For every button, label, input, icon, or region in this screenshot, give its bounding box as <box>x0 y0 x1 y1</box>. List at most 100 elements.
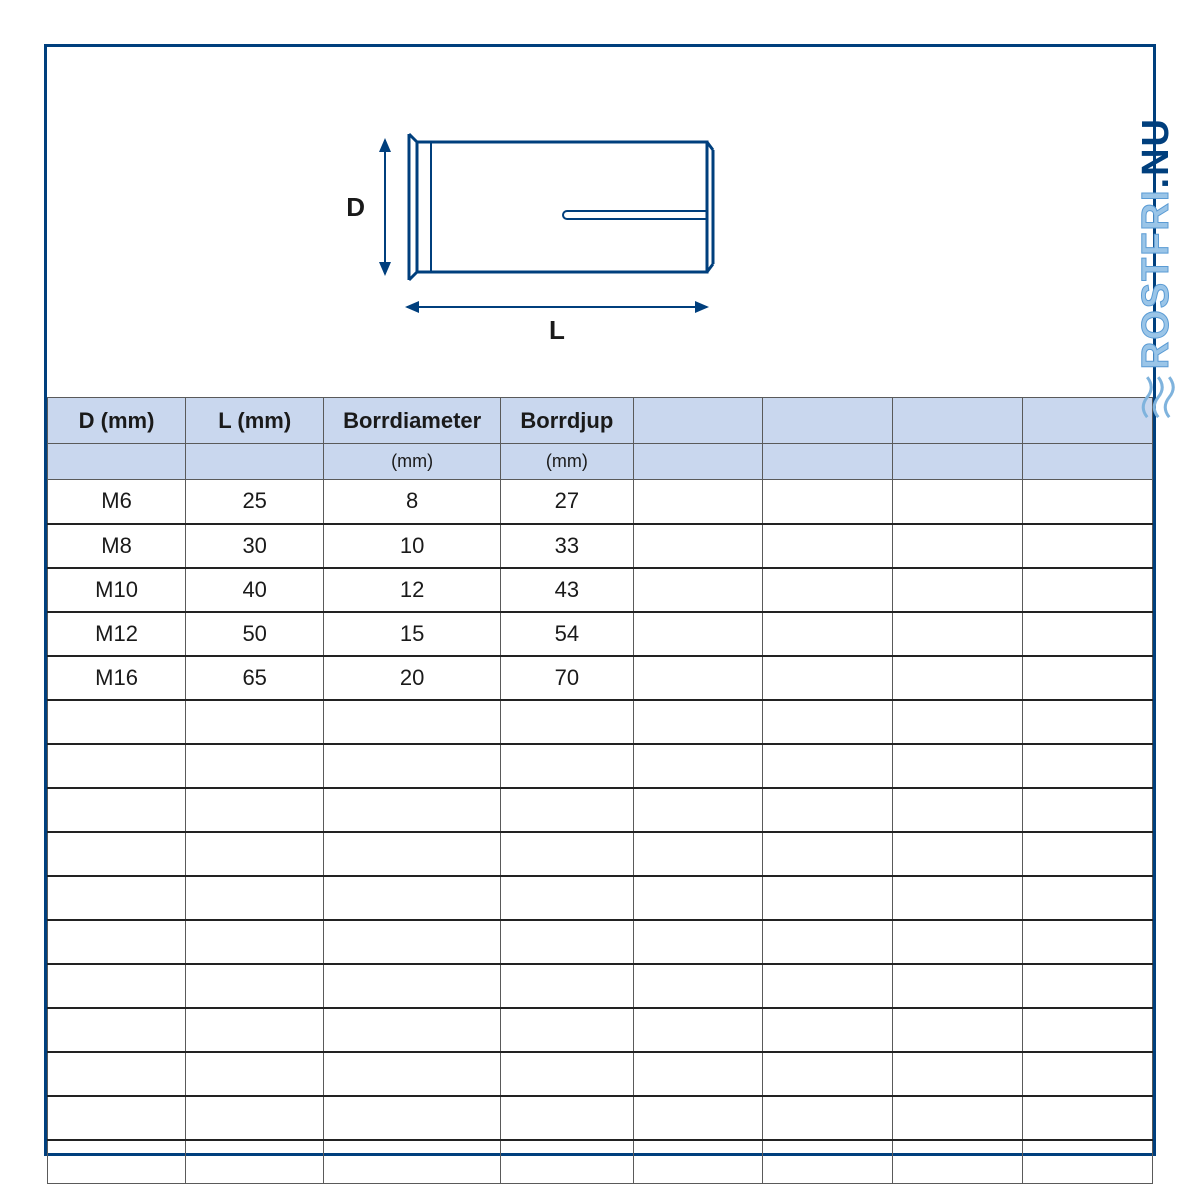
table-cell <box>501 700 634 744</box>
table-cell <box>763 1052 893 1096</box>
table-cell <box>324 1008 501 1052</box>
table-cell <box>1023 1052 1153 1096</box>
table-cell <box>763 920 893 964</box>
table-cell <box>893 920 1023 964</box>
table-cell <box>893 832 1023 876</box>
table-cell <box>1023 444 1153 480</box>
logo-text-main: ROSTFRI <box>1135 188 1177 369</box>
table-cell: M12 <box>48 612 186 656</box>
table-unit-row: (mm)(mm) <box>48 444 1153 480</box>
table-cell <box>763 964 893 1008</box>
table-cell: 12 <box>324 568 501 612</box>
table-cell <box>763 744 893 788</box>
diagram-area: DL ROSTFRI.NU <box>47 47 1153 397</box>
brand-logo: ROSTFRI.NU <box>1135 117 1178 419</box>
table-cell <box>186 444 324 480</box>
table-cell <box>633 1096 763 1140</box>
table-cell: 40 <box>186 568 324 612</box>
table-cell <box>763 876 893 920</box>
table-cell <box>633 1008 763 1052</box>
table-cell <box>633 656 763 700</box>
table-cell <box>893 1052 1023 1096</box>
table-cell <box>893 656 1023 700</box>
table-cell <box>48 1096 186 1140</box>
table-cell <box>633 444 763 480</box>
table-cell <box>1023 568 1153 612</box>
table-cell: M16 <box>48 656 186 700</box>
table-cell <box>633 700 763 744</box>
table-cell <box>763 480 893 524</box>
table-cell <box>893 876 1023 920</box>
table-cell <box>763 524 893 568</box>
table-cell <box>633 524 763 568</box>
table-cell <box>893 788 1023 832</box>
table-cell: 8 <box>324 480 501 524</box>
table-row <box>48 700 1153 744</box>
table-header-cell <box>893 398 1023 444</box>
table-cell <box>186 876 324 920</box>
table-cell <box>763 612 893 656</box>
table-cell: 43 <box>501 568 634 612</box>
table-cell <box>324 744 501 788</box>
table-cell <box>1023 1008 1153 1052</box>
table-cell <box>324 832 501 876</box>
table-cell <box>1023 656 1153 700</box>
table-cell <box>324 1052 501 1096</box>
table-row <box>48 920 1153 964</box>
table-cell: 65 <box>186 656 324 700</box>
table-row: M10401243 <box>48 568 1153 612</box>
table-cell <box>893 964 1023 1008</box>
table-cell <box>763 700 893 744</box>
table-row <box>48 1096 1153 1140</box>
table-cell <box>48 700 186 744</box>
table-cell: 10 <box>324 524 501 568</box>
table-row <box>48 832 1153 876</box>
table-cell <box>633 612 763 656</box>
table-cell <box>633 964 763 1008</box>
table-cell <box>893 444 1023 480</box>
table-cell <box>633 920 763 964</box>
table-cell <box>763 1096 893 1140</box>
table-cell <box>1023 788 1153 832</box>
table-cell <box>48 920 186 964</box>
table-cell: 33 <box>501 524 634 568</box>
table-cell <box>501 1052 634 1096</box>
table-cell <box>324 1140 501 1184</box>
table-cell <box>633 1140 763 1184</box>
table-row <box>48 1052 1153 1096</box>
logo-text-ext: .NU <box>1135 117 1177 188</box>
table-header-cell <box>763 398 893 444</box>
table-cell <box>1023 876 1153 920</box>
table-cell <box>763 788 893 832</box>
table-cell: 50 <box>186 612 324 656</box>
table-header-cell <box>1023 398 1153 444</box>
table-cell: (mm) <box>324 444 501 480</box>
table-cell <box>763 568 893 612</box>
table-cell: M8 <box>48 524 186 568</box>
svg-text:D: D <box>346 192 365 222</box>
table-cell <box>1023 744 1153 788</box>
table-cell <box>1023 700 1153 744</box>
table-row: M16652070 <box>48 656 1153 700</box>
table-row <box>48 964 1153 1008</box>
table-cell <box>324 1096 501 1140</box>
table-cell: 70 <box>501 656 634 700</box>
document-frame: DL ROSTFRI.NU D (mm)L (mm)BorrdiameterBo… <box>44 44 1156 1156</box>
table-cell <box>48 876 186 920</box>
table-cell <box>324 876 501 920</box>
table-cell <box>324 920 501 964</box>
table-cell <box>186 964 324 1008</box>
table-row: M625827 <box>48 480 1153 524</box>
table-cell <box>501 744 634 788</box>
table-cell <box>501 876 634 920</box>
table-cell <box>186 832 324 876</box>
table-cell: M10 <box>48 568 186 612</box>
table-cell <box>186 1096 324 1140</box>
table-cell <box>893 1140 1023 1184</box>
table-cell: 25 <box>186 480 324 524</box>
table-cell <box>1023 612 1153 656</box>
table-row <box>48 788 1153 832</box>
table-cell <box>763 1140 893 1184</box>
table-cell <box>501 920 634 964</box>
table-header-row: D (mm)L (mm)BorrdiameterBorrdjup <box>48 398 1153 444</box>
